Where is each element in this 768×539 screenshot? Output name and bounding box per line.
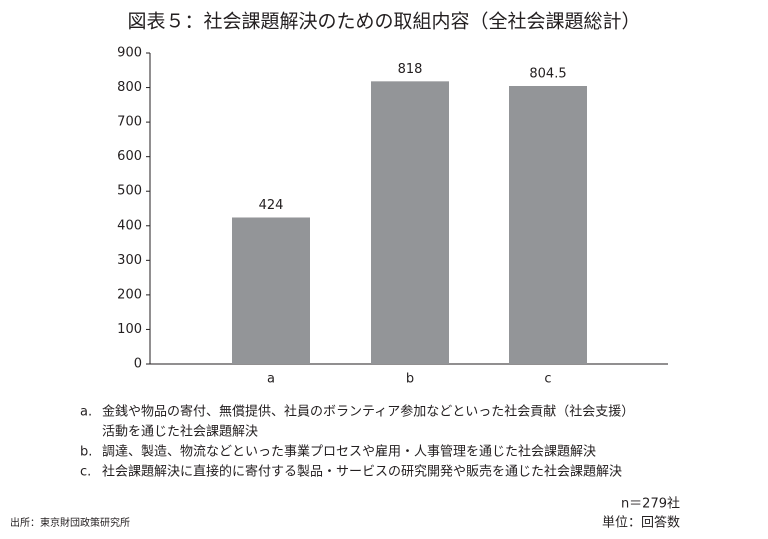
y-tick-label: 100 xyxy=(117,322,142,337)
value-label: 818 xyxy=(398,62,423,77)
y-tick-label: 0 xyxy=(134,357,142,372)
note-text: 活動を通じた社会課題解決 xyxy=(102,424,258,440)
y-tick-label: 400 xyxy=(117,218,142,233)
value-label: 804.5 xyxy=(529,67,566,82)
y-tick-label: 300 xyxy=(117,253,142,268)
note-text: 調達、製造、物流などといった事業プロセスや雇用・人事管理を通じた社会課題解決 xyxy=(102,444,596,460)
x-tick-label: a xyxy=(267,372,275,387)
sample-size: n＝279社 xyxy=(621,496,680,512)
y-tick-label: 900 xyxy=(117,46,142,61)
value-label: 424 xyxy=(259,198,284,213)
y-tick-label: 800 xyxy=(117,80,142,95)
x-tick-label: c xyxy=(544,372,551,387)
note-label: b. xyxy=(80,445,92,460)
source: 出所：東京財団政策研究所 xyxy=(10,516,130,529)
note-text: 金銭や物品の寄付、無償提供、社員のボランティア参加などといった社会貢献（社会支援… xyxy=(102,404,634,420)
note-text: 社会課題解決に直接的に寄付する製品・サービスの研究開発や販売を通じた社会課題解決 xyxy=(102,464,622,480)
note-label: a. xyxy=(80,405,92,420)
bar xyxy=(509,86,587,365)
y-tick-label: 500 xyxy=(117,184,142,199)
y-tick-label: 200 xyxy=(117,287,142,302)
note-label: c. xyxy=(80,465,91,480)
bar xyxy=(371,81,449,364)
x-tick-label: b xyxy=(406,372,414,387)
y-tick-label: 600 xyxy=(117,149,142,164)
y-tick-label: 700 xyxy=(117,115,142,130)
unit: 単位：回答数 xyxy=(602,515,680,531)
bar xyxy=(232,217,310,364)
chart-title: 図表５：社会課題解決のための取組内容（全社会課題総計） xyxy=(127,11,640,33)
